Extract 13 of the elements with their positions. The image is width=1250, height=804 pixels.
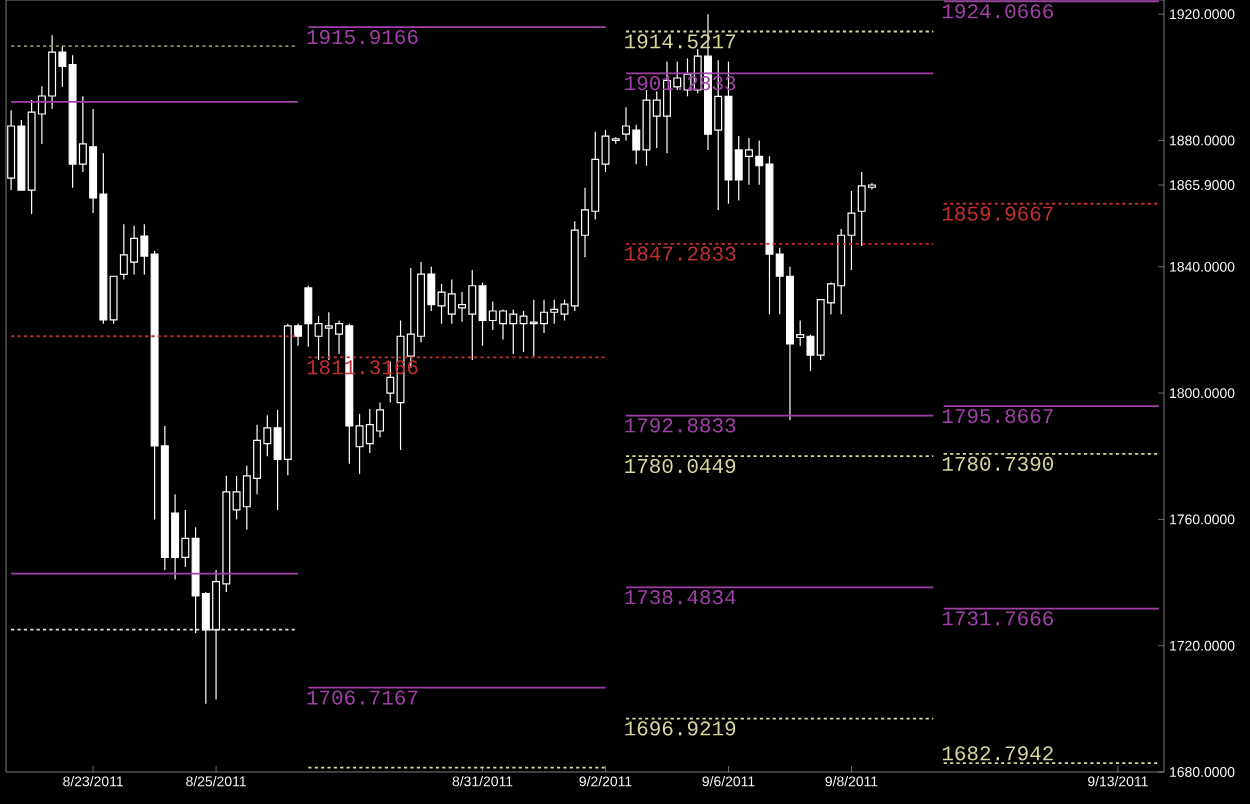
series-label: 1792.8833: [625, 418, 736, 433]
series-label: 1915.9166: [307, 29, 418, 45]
series-label: 1696.9219: [625, 721, 736, 736]
series-label: 1780.0449: [625, 458, 736, 474]
series-label: 1859.9667: [942, 206, 1053, 221]
series-label: 1731.7666: [942, 611, 1053, 626]
series-label: 1682.7942: [942, 746, 1053, 761]
series-label: 1780.7390: [942, 456, 1054, 471]
series-label: 1795.8667: [942, 408, 1053, 424]
series-label: 1847.2833: [625, 246, 736, 261]
series-label: 1924.0666: [942, 4, 1053, 19]
series-label: 1738.4834: [625, 590, 736, 605]
series-label: 1706.7167: [307, 690, 418, 705]
